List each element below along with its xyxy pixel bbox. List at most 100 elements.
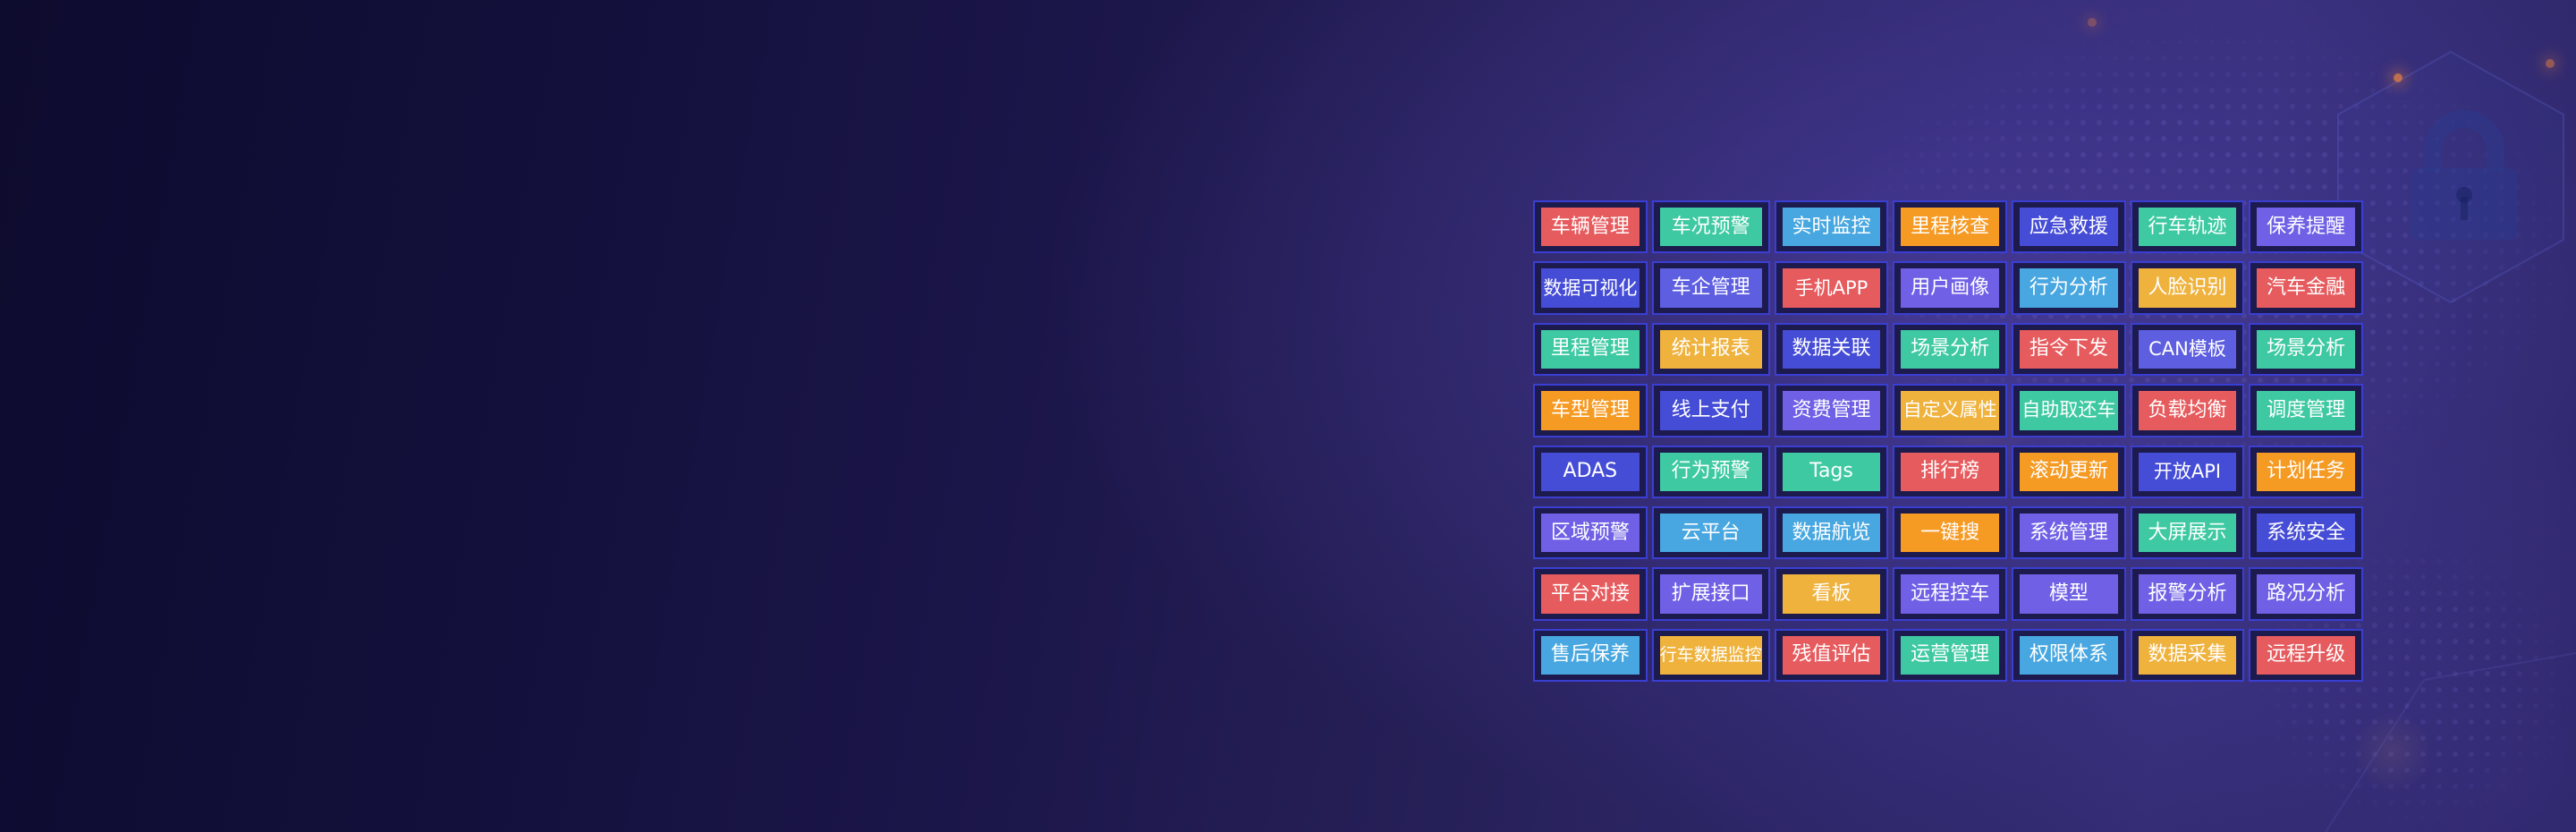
feature-tag[interactable]: 里程核查 <box>1901 208 1999 247</box>
hexagon-decor <box>2337 50 2564 304</box>
feature-tag[interactable]: 平台对接 <box>1541 574 1640 614</box>
feature-tag[interactable]: 车辆管理 <box>1541 208 1640 247</box>
feature-tag-label: 排行榜 <box>1920 460 1980 483</box>
glow-dot <box>2394 73 2402 82</box>
feature-cell: 汽车金融 <box>2249 261 2363 315</box>
feature-cell: 看板 <box>1774 567 1889 621</box>
feature-tag[interactable]: 行为预警 <box>1659 452 1762 491</box>
feature-tag[interactable]: 残值评估 <box>1782 635 1881 675</box>
feature-cell: 人脸识别 <box>2130 261 2245 315</box>
feature-tag-label: 远程控车 <box>1911 582 1990 605</box>
feature-cell: 计划任务 <box>2249 445 2363 498</box>
feature-tag-label: 应急救援 <box>2029 215 2108 238</box>
feature-tag[interactable]: 人脸识别 <box>2138 268 2237 308</box>
feature-tag-label: 负载均衡 <box>2148 398 2227 421</box>
feature-tag[interactable]: 排行榜 <box>1901 452 1999 491</box>
feature-tag[interactable]: 场景分析 <box>2257 329 2355 369</box>
feature-tag[interactable]: 数据航览 <box>1782 513 1881 553</box>
feature-cell: 车型管理 <box>1533 384 1648 437</box>
feature-tag[interactable]: 权限体系 <box>2020 635 2118 675</box>
feature-tag[interactable]: 计划任务 <box>2257 452 2355 491</box>
feature-tag[interactable]: 行车轨迹 <box>2138 208 2237 247</box>
feature-tag[interactable]: CAN模板 <box>2138 329 2237 369</box>
feature-tag[interactable]: 云平台 <box>1659 513 1762 553</box>
feature-cell: 滚动更新 <box>2012 445 2126 498</box>
feature-tag-label: 看板 <box>1811 582 1852 605</box>
feature-tag[interactable]: 场景分析 <box>1901 329 1999 369</box>
feature-cell: 数据可视化 <box>1533 261 1648 315</box>
feature-cell: 里程管理 <box>1533 322 1648 377</box>
feature-tag[interactable]: 线上支付 <box>1659 391 1762 430</box>
feature-tag[interactable]: 指令下发 <box>2020 329 2118 369</box>
feature-tag[interactable]: 路况分析 <box>2257 574 2355 614</box>
feature-cell: 场景分析 <box>1893 322 2007 377</box>
feature-cell: 一键搜 <box>1893 505 2007 560</box>
feature-cell: 保养提醒 <box>2249 200 2363 254</box>
feature-cell: 远程控车 <box>1893 567 2007 621</box>
feature-cell: ADAS <box>1533 445 1648 498</box>
feature-tag[interactable]: 开放API <box>2138 452 2237 491</box>
feature-tag[interactable]: 汽车金融 <box>2257 268 2355 308</box>
feature-tag[interactable]: 资费管理 <box>1782 391 1881 430</box>
feature-tag[interactable]: 模型 <box>2020 574 2118 614</box>
feature-tag[interactable]: 数据可视化 <box>1541 268 1640 308</box>
feature-tag[interactable]: 调度管理 <box>2257 391 2355 430</box>
feature-tag[interactable]: 车企管理 <box>1659 268 1762 308</box>
feature-tag-label: CAN模板 <box>2148 337 2226 360</box>
feature-tag[interactable]: 自助取还车 <box>2020 391 2118 430</box>
feature-tag[interactable]: 行车数据监控 <box>1659 635 1762 675</box>
feature-tag[interactable]: 系统安全 <box>2257 513 2355 553</box>
feature-tag[interactable]: 应急救援 <box>2020 208 2118 247</box>
feature-tag[interactable]: 看板 <box>1782 574 1881 614</box>
feature-tag-label: 行为分析 <box>2029 276 2108 300</box>
feature-tag-label: 一键搜 <box>1920 521 1980 544</box>
feature-tag[interactable]: 车型管理 <box>1541 391 1640 430</box>
feature-tag[interactable]: 保养提醒 <box>2257 208 2355 247</box>
feature-tag[interactable]: 数据采集 <box>2138 635 2237 675</box>
feature-tag[interactable]: 用户画像 <box>1901 268 1999 308</box>
feature-tag[interactable]: 报警分析 <box>2138 574 2237 614</box>
feature-tag-label: 运营管理 <box>1911 643 1990 666</box>
feature-tag[interactable]: 数据关联 <box>1782 329 1881 369</box>
feature-tag-label: 车辆管理 <box>1550 215 1630 238</box>
feature-tag[interactable]: 统计报表 <box>1659 329 1762 369</box>
feature-tag[interactable]: 运营管理 <box>1901 635 1999 675</box>
feature-tag-label: 开放API <box>2153 460 2222 482</box>
feature-tag-label: 人脸识别 <box>2148 276 2227 300</box>
feature-tag-label: 里程管理 <box>1550 337 1630 361</box>
feature-tag[interactable]: 里程管理 <box>1541 329 1640 369</box>
feature-tag[interactable]: 车况预警 <box>1659 208 1762 247</box>
feature-cell: 自助取还车 <box>2012 384 2126 437</box>
feature-tag[interactable]: 系统管理 <box>2020 513 2118 553</box>
feature-tag-label: Tags <box>1809 460 1853 483</box>
feature-cell: 车辆管理 <box>1533 200 1648 254</box>
feature-tag-label: 场景分析 <box>1911 337 1990 361</box>
feature-tag[interactable]: 一键搜 <box>1901 513 1999 553</box>
feature-cell: 实时监控 <box>1774 200 1889 254</box>
feature-tag-label: 扩展接口 <box>1671 582 1750 605</box>
feature-cell: 数据采集 <box>2130 628 2245 682</box>
feature-cell: 系统管理 <box>2012 505 2126 560</box>
feature-cell: 残值评估 <box>1774 628 1889 682</box>
feature-tag[interactable]: 售后保养 <box>1541 635 1640 675</box>
feature-tag-label: 场景分析 <box>2267 337 2346 361</box>
feature-tag[interactable]: 区域预警 <box>1541 513 1640 553</box>
feature-tag[interactable]: 手机APP <box>1782 268 1881 308</box>
feature-tag[interactable]: 自定义属性 <box>1901 391 1999 430</box>
feature-tag[interactable]: 扩展接口 <box>1659 574 1762 614</box>
feature-tag[interactable]: 实时监控 <box>1782 208 1881 247</box>
feature-tag[interactable]: Tags <box>1782 452 1881 491</box>
feature-tag[interactable]: 大屏展示 <box>2138 513 2237 553</box>
feature-cell: CAN模板 <box>2130 322 2245 377</box>
feature-tag[interactable]: 行为分析 <box>2020 268 2118 308</box>
feature-tag[interactable]: 滚动更新 <box>2020 452 2118 491</box>
feature-tag-label: 自助取还车 <box>2021 399 2116 421</box>
feature-tag[interactable]: ADAS <box>1541 452 1640 491</box>
feature-tag[interactable]: 远程升级 <box>2257 635 2355 675</box>
feature-cell: 里程核查 <box>1893 200 2007 254</box>
feature-tag-label: 手机APP <box>1794 276 1868 299</box>
feature-tag-label: 行车轨迹 <box>2148 215 2227 238</box>
feature-tag[interactable]: 负载均衡 <box>2138 391 2237 430</box>
feature-cell: 调度管理 <box>2249 384 2363 437</box>
feature-tag[interactable]: 远程控车 <box>1901 574 1999 614</box>
